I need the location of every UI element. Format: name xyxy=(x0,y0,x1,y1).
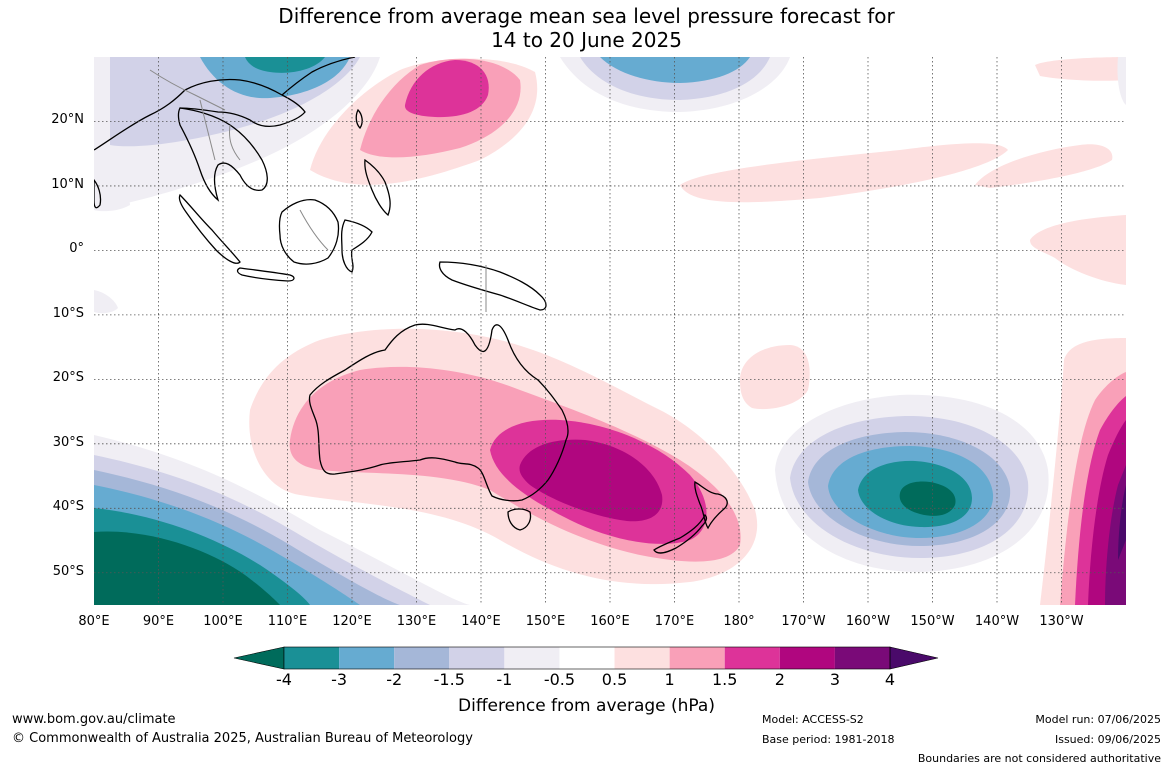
contour-pos-0.5-equator-east xyxy=(1030,215,1126,285)
longitude-label: 180° xyxy=(723,614,755,629)
contour-pos-0.5-northeast xyxy=(1035,57,1126,81)
copyright-notice: © Commonwealth of Australia 2025, Austra… xyxy=(12,731,473,746)
colorbar-tick-label: 3 xyxy=(829,670,840,689)
contour-pos-3-far-east xyxy=(1105,465,1126,605)
contour-pos-0.5-east-pacific xyxy=(975,144,1113,188)
longitude-label: 170°W xyxy=(781,614,826,629)
colorbar-border xyxy=(283,646,891,670)
longitude-label: 140°W xyxy=(974,614,1020,629)
longitude-label: 160°E xyxy=(590,614,630,629)
colorbar-arrow-low xyxy=(233,646,285,670)
indochina-coastline xyxy=(177,107,268,202)
colorbar-segment xyxy=(339,647,395,669)
model-run-date: Model run: 07/06/2025 xyxy=(1035,713,1161,726)
sri-lanka-coastline xyxy=(94,178,102,209)
colorbar-tick-label: 1 xyxy=(664,670,675,689)
coastlines xyxy=(94,57,728,554)
contour-neg-0.5-west-edge xyxy=(94,290,118,314)
longitude-label: 110°E xyxy=(267,614,308,629)
contour-pos-1.5-philippines xyxy=(404,60,489,118)
colorbar-tick-label: -2 xyxy=(386,670,403,689)
longitude-label: 150°E xyxy=(525,614,566,629)
contour-pos-0.5-central-pacific xyxy=(740,345,810,410)
model-name: Model: ACCESS-S2 xyxy=(762,713,864,726)
latitude-label: 20°S xyxy=(52,370,84,386)
contour-neg-0.5-borneo xyxy=(94,160,130,212)
colorbar-tick-label: 0.5 xyxy=(601,670,628,689)
longitude-label: 150°W xyxy=(910,614,955,629)
anomaly-contours xyxy=(94,57,1126,605)
colorbar-segment xyxy=(669,647,725,669)
longitude-label: 120°E xyxy=(332,614,372,629)
contour-neg-2-asia xyxy=(200,57,350,99)
colorbar-segment xyxy=(504,647,560,669)
contour-pos-4-far-east xyxy=(1118,485,1126,560)
longitude-label: 160°W xyxy=(845,614,891,629)
sumatra-coastline xyxy=(178,193,241,264)
website-link[interactable]: www.bom.gov.au/climate xyxy=(12,712,176,727)
contour-neg-4-southwest xyxy=(94,531,280,605)
latitude-label: 30°S xyxy=(52,434,84,450)
latitude-label: 40°S xyxy=(52,499,84,515)
longitude-label: 100°E xyxy=(203,614,243,629)
china-coastline xyxy=(281,57,356,96)
latitude-label: 10°N xyxy=(51,176,84,192)
latitude-label: 0° xyxy=(69,241,84,257)
contour-neg-4-se-pacific xyxy=(899,481,956,516)
longitude-label: 90°E xyxy=(142,614,175,629)
philippines-coastline xyxy=(364,158,391,217)
contour-neg-2-npacific xyxy=(600,57,750,83)
borneo-coastline xyxy=(278,199,340,265)
latitude-label: 20°N xyxy=(51,112,84,128)
colorbar-tick-label: 4 xyxy=(884,670,896,689)
contour-neg-3-asia xyxy=(245,57,325,73)
contour-pos-2-tasman xyxy=(519,439,663,522)
colorbar-segment xyxy=(559,647,615,669)
new-zealand-north-coastline xyxy=(694,480,728,530)
issued-date: Issued: 09/06/2025 xyxy=(1054,733,1161,746)
colorbar-label: Difference from average (hPa) xyxy=(458,696,715,716)
longitude-label: 130°W xyxy=(1039,614,1084,629)
colorbar-segment xyxy=(834,647,890,669)
boundaries-disclaimer: Boundaries are not considered authoritat… xyxy=(917,752,1161,765)
country-borders xyxy=(149,69,487,312)
map-title-line2: 14 to 20 June 2025 xyxy=(491,28,682,52)
longitude-label: 80°E xyxy=(78,614,110,629)
colorbar-segment xyxy=(284,647,340,669)
contour-neg-0.5-east-edge xyxy=(1117,57,1126,105)
contour-pos-0.5-tropical-pacific xyxy=(680,143,1008,203)
colorbar-tick-label: -0.5 xyxy=(543,670,576,689)
colorbar-tick-label: 2 xyxy=(774,670,785,689)
taiwan-coastline xyxy=(355,108,363,130)
tasmania-coastline xyxy=(507,508,532,531)
new-guinea-coastline xyxy=(438,261,547,311)
java-coastline xyxy=(236,267,295,282)
colorbar-tick-label: -4 xyxy=(276,670,292,689)
colorbar-segment xyxy=(449,647,505,669)
colorbar-tick-label: -3 xyxy=(331,670,348,689)
new-zealand-south-coastline xyxy=(653,513,708,554)
australia-coastline xyxy=(308,323,569,502)
colorbar-segment xyxy=(779,647,835,669)
colorbar-tick-label: 1.5 xyxy=(711,670,738,689)
map-title-line1: Difference from average mean sea level p… xyxy=(278,4,895,28)
colorbar-tick-label: -1.5 xyxy=(433,670,465,689)
asia-coastline xyxy=(94,78,306,151)
colorbar-segment xyxy=(724,647,780,669)
colorbar-segment xyxy=(614,647,670,669)
longitude-label: 130°E xyxy=(396,614,437,629)
colorbar-segment xyxy=(394,647,450,669)
base-period: Base period: 1981-2018 xyxy=(762,733,895,746)
latitude-label: 10°S xyxy=(52,305,84,321)
latitude-label: 50°S xyxy=(52,563,84,579)
longitude-label: 140°E xyxy=(461,614,501,629)
longitude-label: 170°E xyxy=(654,614,695,629)
graticule xyxy=(94,57,1126,605)
colorbar-tick-label: -1 xyxy=(496,670,513,689)
colorbar-arrow-high xyxy=(889,646,939,670)
